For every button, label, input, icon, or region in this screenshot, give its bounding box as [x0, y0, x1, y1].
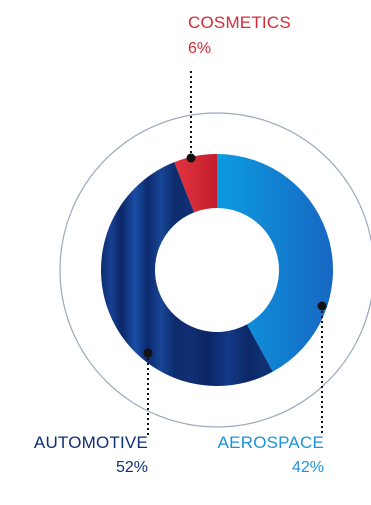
label-cosmetics: COSMETICS [188, 13, 291, 32]
value-automotive: 52% [116, 459, 148, 476]
value-aerospace: 42% [292, 459, 324, 476]
leader-dot-cosmetics [186, 153, 196, 163]
label-aerospace: AEROSPACE [218, 433, 324, 452]
leader-dot-aerospace [317, 301, 327, 311]
slice-cosmetics [174, 154, 217, 213]
slice-aerospace [217, 154, 334, 372]
value-cosmetics: 6% [188, 40, 211, 57]
leader-lines [143, 70, 327, 435]
leader-dot-automotive [143, 348, 153, 358]
label-automotive: AUTOMOTIVE [34, 433, 148, 452]
donut-slices [101, 154, 334, 386]
slice-automotive [101, 162, 273, 386]
outer-ring [59, 112, 371, 428]
